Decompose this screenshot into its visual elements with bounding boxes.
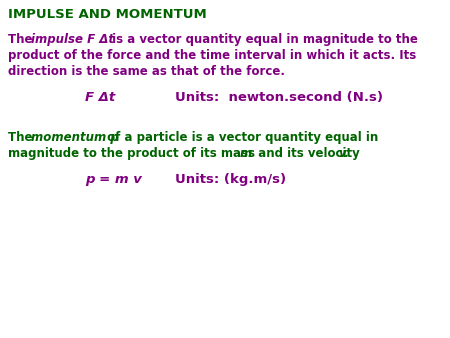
Text: The: The [8,131,36,144]
Text: product of the force and the time interval in which it acts. Its: product of the force and the time interv… [8,49,416,62]
Text: and its velocity: and its velocity [250,147,364,160]
Text: Units: (kg.m/s): Units: (kg.m/s) [175,173,286,186]
Text: p = m v: p = m v [85,173,142,186]
Text: magnitude to the product of its mass: magnitude to the product of its mass [8,147,259,160]
Text: F Δt: F Δt [85,91,115,104]
Text: v.: v. [338,147,349,160]
Text: of a particle is a vector quantity equal in: of a particle is a vector quantity equal… [103,131,378,144]
Text: Units:  newton.second (N.s): Units: newton.second (N.s) [175,91,383,104]
Text: direction is the same as that of the force.: direction is the same as that of the for… [8,65,285,78]
Text: impulse F Δt: impulse F Δt [31,33,114,46]
Text: momentum p: momentum p [31,131,119,144]
Text: m: m [240,147,252,160]
Text: is a vector quantity equal in magnitude to the: is a vector quantity equal in magnitude … [108,33,418,46]
Text: The: The [8,33,36,46]
Text: IMPULSE AND MOMENTUM: IMPULSE AND MOMENTUM [8,8,207,21]
